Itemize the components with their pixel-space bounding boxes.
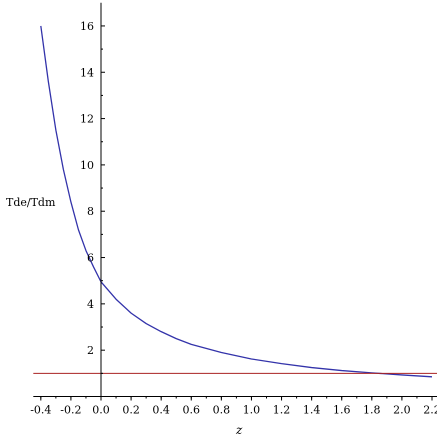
y-tick-label: 16 [80, 20, 94, 33]
x-ticks: -0.4 -0.2 0.0 0.2 0.4 0.6 0.8 1.0 1.2 1.4 1.6 1.8 2.… [30, 396, 437, 417]
x-tick-label: 0.4 [152, 404, 170, 417]
x-tick-label: 1.8 [363, 404, 381, 417]
axes-layer [33, 2, 437, 397]
y-tick-label: 14 [80, 66, 94, 79]
x-tick-label: 0.8 [213, 404, 231, 417]
x-tick-label: 0.6 [183, 404, 201, 417]
y-tick-label: 12 [80, 113, 94, 126]
x-tick-label: 1.0 [243, 404, 261, 417]
x-tick-label: -0.4 [30, 404, 51, 417]
y-tick-label: 8 [87, 205, 94, 218]
x-tick-label: -0.2 [60, 404, 81, 417]
x-tick-label: 1.2 [273, 404, 291, 417]
y-tick-label: 6 [87, 252, 94, 265]
x-tick-label: 1.6 [333, 404, 351, 417]
y-axis-label: Tde/Tdm [6, 196, 56, 209]
x-tick-label: 2.2 [423, 404, 437, 417]
y-tick-label: 2 [87, 344, 94, 357]
x-axis-label: z [235, 423, 243, 437]
x-tick-label: 0.2 [122, 404, 140, 417]
y-tick-label: 10 [80, 159, 94, 172]
y-tick-label: 4 [87, 298, 94, 311]
x-tick-label: 2.0 [393, 404, 411, 417]
x-tick-label: 1.4 [303, 404, 321, 417]
x-tick-label: 0.0 [92, 404, 110, 417]
y-ticks: 2 4 6 8 10 12 14 16 [80, 20, 105, 374]
series-curve [40, 25, 433, 378]
